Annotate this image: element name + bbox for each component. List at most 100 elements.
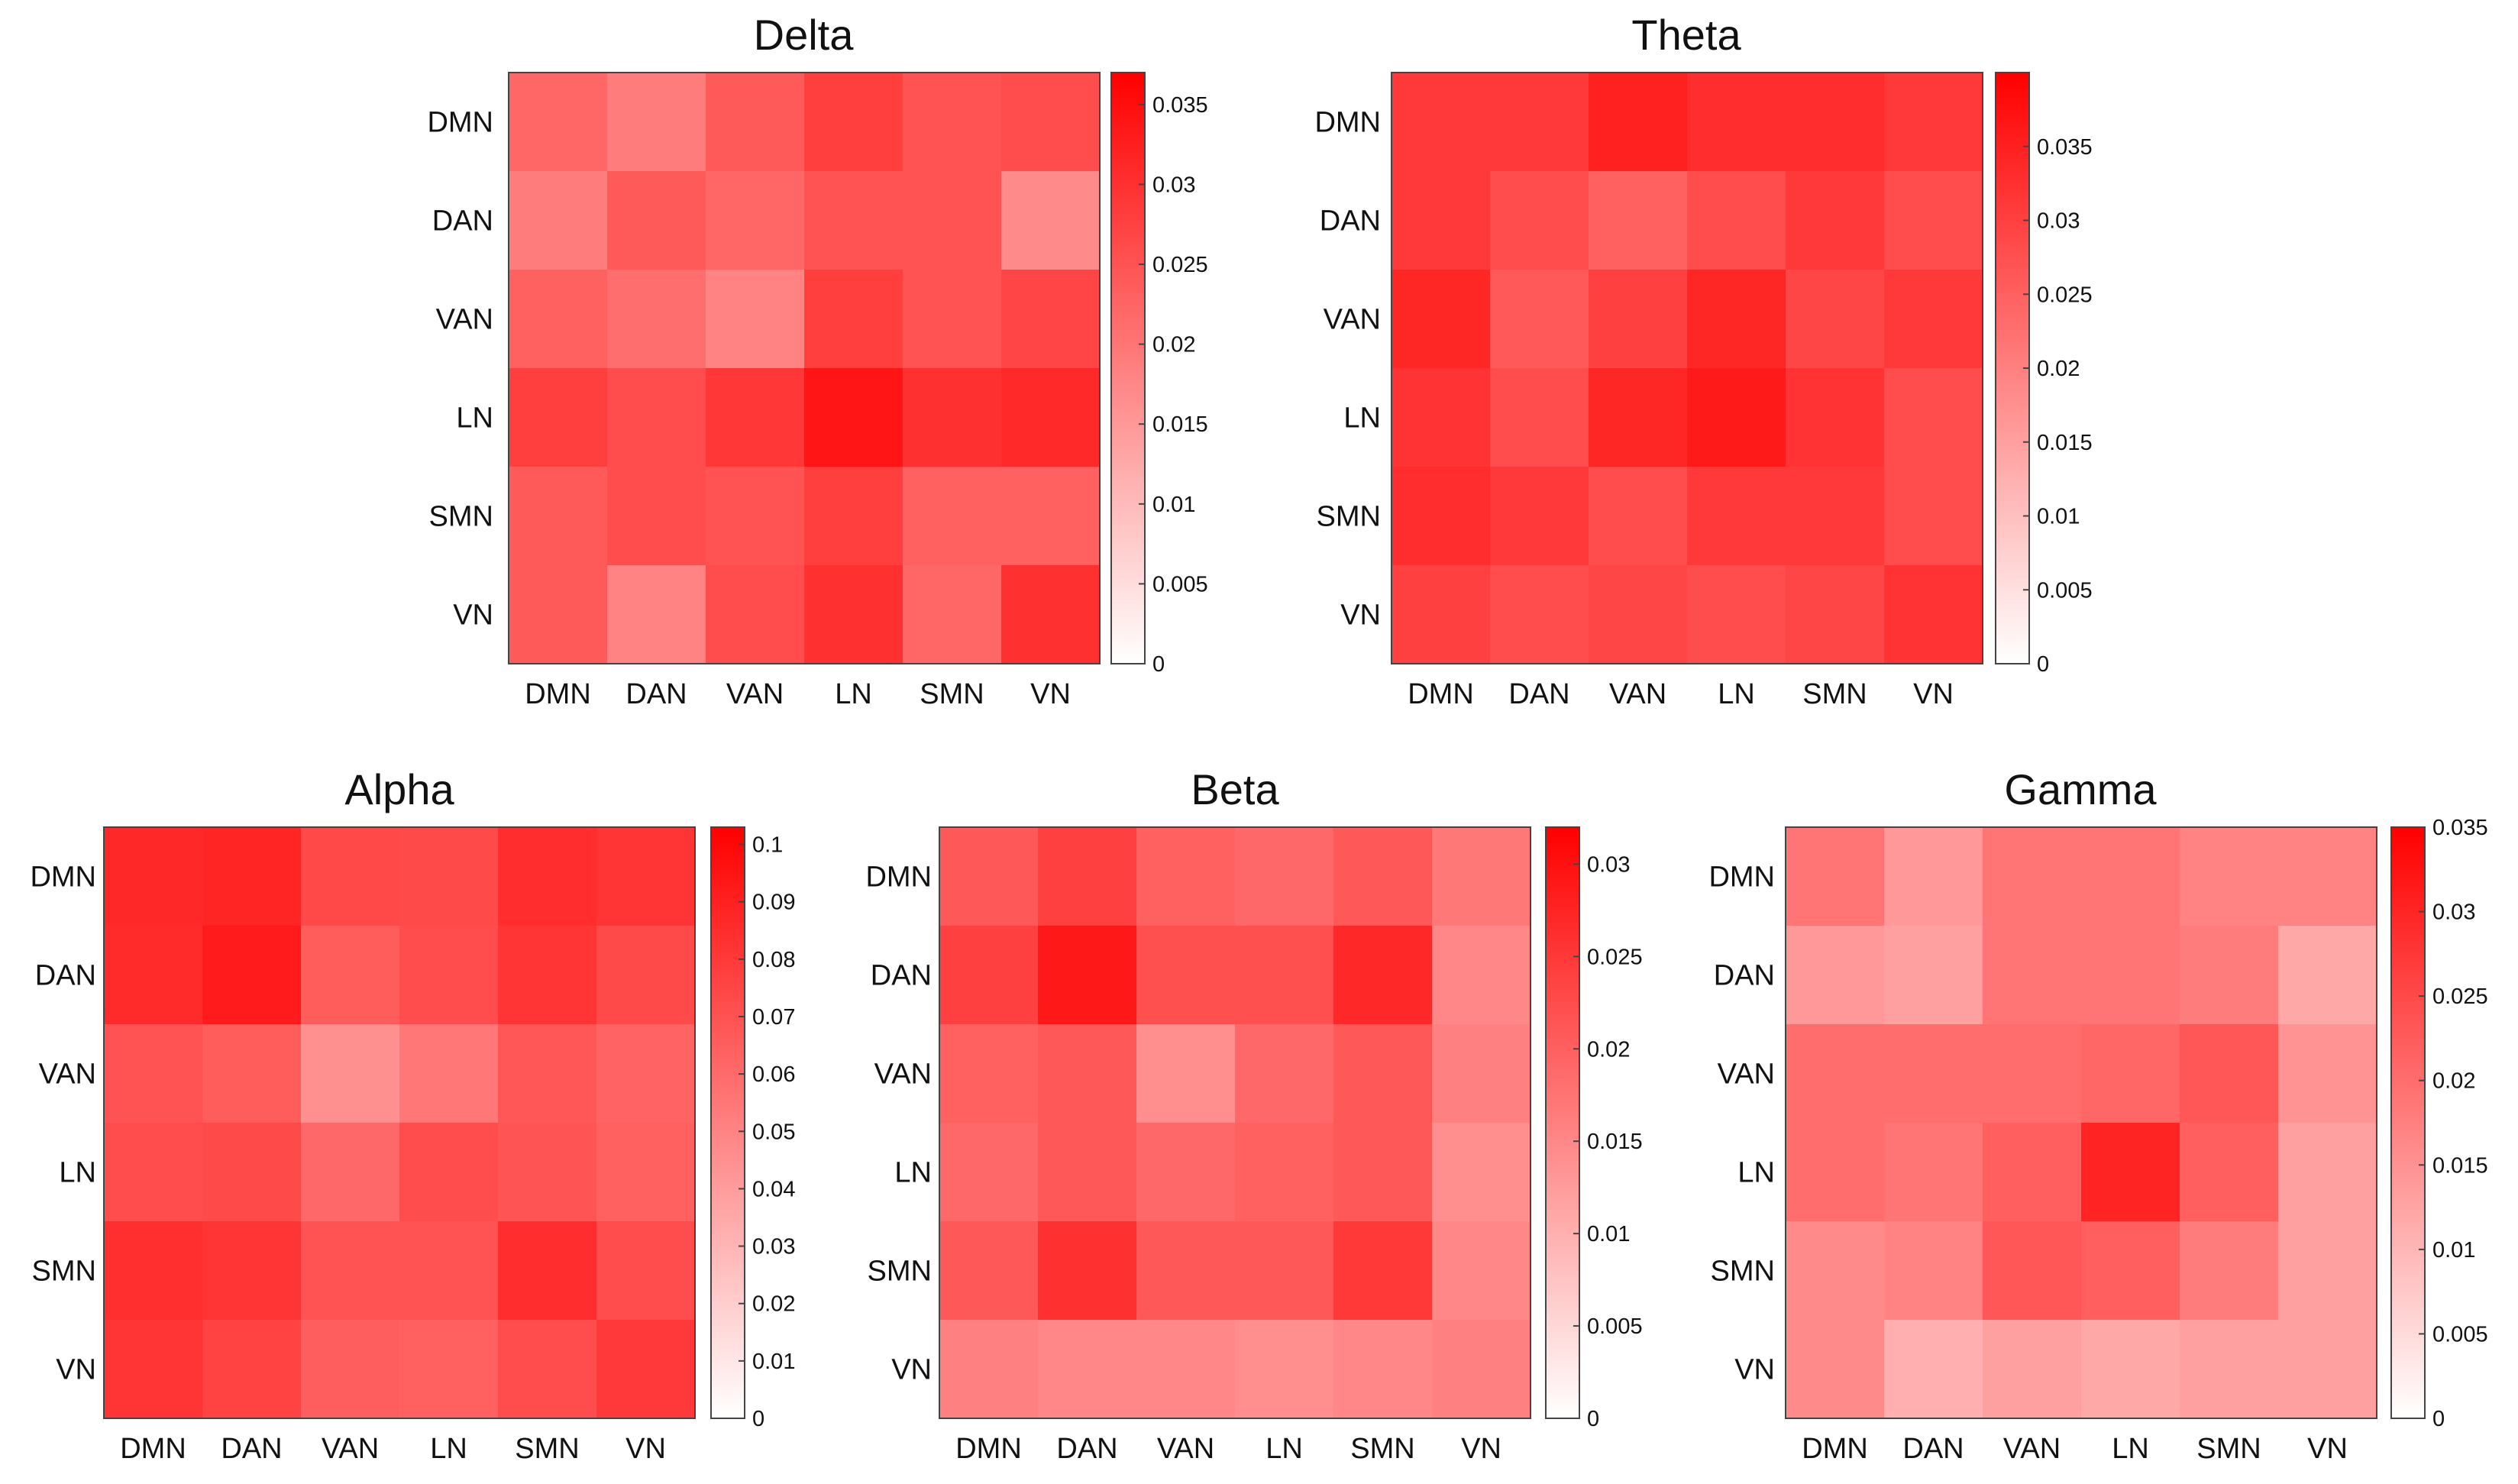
- beta-colorbar-tick-label: 0.015: [1587, 1130, 1643, 1154]
- alpha-y-tick-dan: DAN: [35, 960, 96, 992]
- delta-cell-vn-smn: [903, 565, 1002, 664]
- delta-colorbar-tick-label: 0.015: [1152, 412, 1208, 437]
- delta-cell-dan-ln: [804, 171, 903, 270]
- gamma-cell-vn-van: [1983, 1320, 2082, 1419]
- beta-cell-ln-dmn: [939, 1123, 1039, 1222]
- gamma-cell-dmn-vn: [2278, 827, 2377, 926]
- theta-cell-dmn-ln: [1687, 73, 1786, 172]
- delta-cell-ln-dmn: [509, 368, 608, 467]
- delta-x-tick-dan: DAN: [625, 678, 687, 710]
- alpha-colorbar-tick-label: 0.01: [752, 1350, 795, 1374]
- gamma-y-tick-dan: DAN: [1714, 960, 1775, 992]
- theta-cell-van-dmn: [1392, 270, 1491, 369]
- delta-cell-vn-dmn: [509, 565, 608, 664]
- beta-frame: [939, 826, 1531, 1419]
- gamma-cell-smn-smn: [2180, 1221, 2279, 1321]
- theta-cell-smn-van: [1589, 467, 1688, 566]
- gamma-cell-smn-dan: [1884, 1221, 1983, 1321]
- gamma-x-tick-smn: SMN: [2196, 1433, 2261, 1465]
- alpha-cell-dan-dan: [202, 926, 302, 1025]
- alpha-frame: [103, 826, 696, 1419]
- alpha-cell-vn-dmn: [104, 1320, 203, 1419]
- theta-cell-dan-vn: [1884, 171, 1983, 270]
- alpha-cell-dmn-van: [301, 827, 400, 926]
- beta-cell-vn-dmn: [939, 1320, 1039, 1419]
- beta-colorbar-tick-label: 0.01: [1587, 1222, 1630, 1246]
- alpha-cell-dan-ln: [399, 926, 499, 1025]
- theta-frame: [1391, 72, 1983, 664]
- delta-colorbar: [1110, 72, 1146, 664]
- gamma-colorbar-tick-label: 0.005: [2432, 1322, 2488, 1347]
- alpha-y-tick-van: VAN: [39, 1059, 96, 1091]
- alpha-cell-van-dmn: [104, 1024, 203, 1124]
- beta-cell-vn-smn: [1333, 1320, 1433, 1419]
- beta-cell-van-van: [1136, 1024, 1236, 1124]
- beta-cell-ln-van: [1136, 1123, 1236, 1222]
- gamma-x-tick-dan: DAN: [1902, 1433, 1964, 1465]
- alpha-cell-dmn-vn: [596, 827, 696, 926]
- beta-y-tick-vn: VN: [891, 1354, 932, 1386]
- theta-cell-ln-dmn: [1392, 368, 1491, 467]
- alpha-cell-smn-van: [301, 1221, 400, 1321]
- gamma-colorbar-tick-label: 0.03: [2432, 900, 2475, 925]
- delta-cell-van-smn: [903, 270, 1002, 369]
- gamma-colorbar-tick-label: 0.025: [2432, 984, 2488, 1009]
- alpha-cell-ln-smn: [498, 1123, 597, 1222]
- alpha-colorbar-tick-label: 0.05: [752, 1120, 795, 1144]
- theta-cell-smn-vn: [1884, 467, 1983, 566]
- gamma-cell-van-van: [1983, 1024, 2082, 1124]
- delta-cell-dmn-smn: [903, 73, 1002, 172]
- alpha-cell-dmn-dan: [202, 827, 302, 926]
- theta-colorbar-tick-label: 0.03: [2037, 209, 2080, 234]
- theta-cell-smn-dmn: [1392, 467, 1491, 566]
- gamma-title: Gamma: [2004, 765, 2157, 813]
- gamma-cell-dmn-dmn: [1786, 827, 1885, 926]
- beta-cell-dan-vn: [1432, 926, 1531, 1025]
- alpha-colorbar-tick-label: 0.03: [752, 1235, 795, 1259]
- delta-cell-dan-dmn: [509, 171, 608, 270]
- theta-cell-dan-smn: [1786, 171, 1885, 270]
- gamma-cell-ln-dmn: [1786, 1123, 1885, 1222]
- alpha-x-tick-ln: LN: [430, 1433, 467, 1465]
- alpha-y-tick-smn: SMN: [32, 1256, 96, 1288]
- beta-cell-vn-ln: [1235, 1320, 1334, 1419]
- alpha-cell-vn-ln: [399, 1320, 499, 1419]
- gamma-cell-ln-smn: [2180, 1123, 2279, 1222]
- gamma-cell-vn-dan: [1884, 1320, 1983, 1419]
- gamma-cell-ln-vn: [2278, 1123, 2377, 1222]
- alpha-cell-dan-dmn: [104, 926, 203, 1025]
- alpha-cell-vn-dan: [202, 1320, 302, 1419]
- gamma-cell-dan-smn: [2180, 926, 2279, 1025]
- beta-cell-ln-dan: [1038, 1123, 1137, 1222]
- beta-cell-vn-vn: [1432, 1320, 1531, 1419]
- beta-cell-dmn-van: [1136, 827, 1236, 926]
- alpha-cell-ln-van: [301, 1123, 400, 1222]
- delta-colorbar-tick-label: 0: [1152, 652, 1165, 677]
- gamma-cell-smn-dmn: [1786, 1221, 1885, 1321]
- alpha-cell-van-dan: [202, 1024, 302, 1124]
- beta-cell-dmn-dan: [1038, 827, 1137, 926]
- alpha-cell-smn-dan: [202, 1221, 302, 1321]
- beta-cell-dan-van: [1136, 926, 1236, 1025]
- theta-cell-dan-dan: [1490, 171, 1589, 270]
- theta-cell-dan-ln: [1687, 171, 1786, 270]
- delta-cell-ln-van: [706, 368, 805, 467]
- gamma-cell-vn-dmn: [1786, 1320, 1885, 1419]
- theta-cell-van-van: [1589, 270, 1688, 369]
- theta-x-tick-vn: VN: [1913, 678, 1954, 710]
- alpha-x-tick-vn: VN: [625, 1433, 666, 1465]
- alpha-cell-ln-ln: [399, 1123, 499, 1222]
- delta-cell-dmn-dmn: [509, 73, 608, 172]
- beta-cell-dan-dan: [1038, 926, 1137, 1025]
- beta-cell-smn-ln: [1235, 1221, 1334, 1321]
- beta-y-tick-ln: LN: [894, 1157, 932, 1189]
- delta-x-tick-dmn: DMN: [525, 678, 591, 710]
- beta-colorbar-tick-label: 0.03: [1587, 852, 1630, 877]
- gamma-cell-ln-ln: [2081, 1123, 2180, 1222]
- theta-x-tick-dmn: DMN: [1408, 678, 1474, 710]
- theta-y-tick-dan: DAN: [1320, 205, 1381, 238]
- beta-cell-dan-dmn: [939, 926, 1039, 1025]
- delta-cell-van-ln: [804, 270, 903, 369]
- beta-colorbar-tick-label: 0: [1587, 1407, 1599, 1431]
- delta-colorbar-tick-label: 0.02: [1152, 333, 1195, 357]
